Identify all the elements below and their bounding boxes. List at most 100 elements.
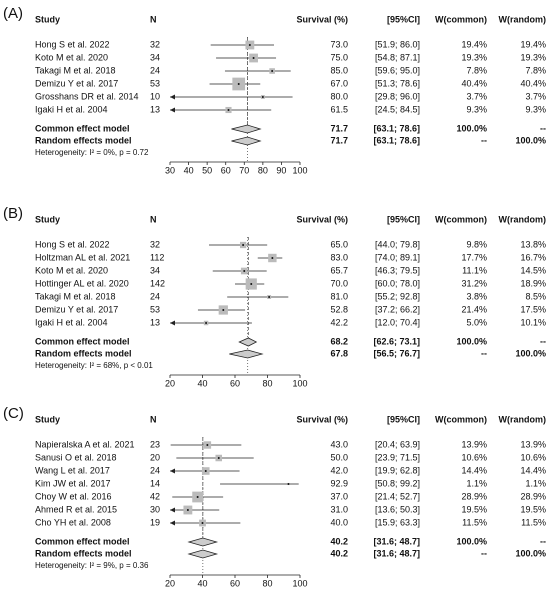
survival: 70.0 <box>330 278 348 288</box>
survival: 65.7 <box>330 265 348 275</box>
estimate-point <box>206 444 209 446</box>
pooled-w-common: -- <box>481 548 487 558</box>
study-n: 32 <box>150 239 160 249</box>
w-random: 3.7% <box>525 91 546 101</box>
estimate-point <box>237 83 240 85</box>
pooled-diamond <box>231 136 262 146</box>
survival: 65.0 <box>330 239 348 249</box>
study-n: 34 <box>150 265 160 275</box>
pooled-w-random: -- <box>540 336 546 346</box>
w-common: 3.7% <box>466 91 487 101</box>
w-random: 13.9% <box>520 439 546 449</box>
x-tick-label: 60 <box>230 378 240 388</box>
study-name: Ahmed R et al. 2015 <box>35 504 117 514</box>
ci: [60.0; 78.0] <box>375 278 420 288</box>
column-header: [95%CI] <box>387 214 420 224</box>
ci: [37.2; 66.2] <box>375 304 420 314</box>
study-name: Koto M et al. 2020 <box>35 52 108 62</box>
pooled-label: Random effects model <box>35 348 132 358</box>
pooled-ci: [56.5; 76.7] <box>373 348 420 358</box>
column-header: Survival (%) <box>296 214 348 224</box>
x-tick-label: 80 <box>262 578 272 588</box>
study-n: 20 <box>150 452 160 462</box>
estimate-point <box>217 457 220 459</box>
w-common: 10.6% <box>461 452 487 462</box>
ci: [29.8; 96.0] <box>375 91 420 101</box>
pooled-survival: 40.2 <box>330 548 348 558</box>
w-common: 11.5% <box>462 517 487 527</box>
estimate-point <box>205 322 208 324</box>
pooled-survival: 71.7 <box>330 135 348 145</box>
estimate-point <box>268 296 271 298</box>
survival: 42.2 <box>330 317 348 327</box>
pooled-ci: [63.1; 78.6] <box>373 135 420 145</box>
w-random: 19.3% <box>520 52 546 62</box>
column-header: W(random) <box>499 14 547 24</box>
w-common: 31.2% <box>461 278 487 288</box>
column-header: W(common) <box>435 14 487 24</box>
column-header: Study <box>35 414 60 424</box>
pooled-survival: 67.8 <box>330 348 348 358</box>
study-n: 23 <box>150 439 160 449</box>
ci-arrow <box>170 520 175 526</box>
survival: 43.0 <box>330 439 348 449</box>
estimate-point <box>271 70 274 72</box>
ci-arrow <box>170 320 175 326</box>
pooled-label: Random effects model <box>35 135 132 145</box>
heterogeneity: Heterogeneity: I² = 68%, p < 0.01 <box>35 361 153 370</box>
study-n: 112 <box>150 252 164 262</box>
survival: 81.0 <box>330 291 348 301</box>
study-name: Cho YH et al. 2008 <box>35 517 111 527</box>
study-n: 13 <box>150 104 160 114</box>
column-header: Study <box>35 14 60 24</box>
estimate-point <box>252 57 255 59</box>
estimate-point <box>204 470 207 472</box>
survival: 80.0 <box>330 91 348 101</box>
column-header: [95%CI] <box>387 14 420 24</box>
x-tick-label: 100 <box>292 165 307 175</box>
survival: 67.0 <box>330 78 348 88</box>
estimate-point <box>196 496 199 498</box>
ci-arrow <box>170 94 175 100</box>
column-header: Study <box>35 214 60 224</box>
survival: 75.0 <box>330 52 348 62</box>
survival: 50.0 <box>330 452 348 462</box>
pooled-diamond <box>238 337 258 347</box>
x-tick-label: 30 <box>165 165 175 175</box>
study-name: Napieralska A et al. 2021 <box>35 439 135 449</box>
column-header: W(random) <box>499 414 547 424</box>
study-n: 10 <box>150 91 160 101</box>
w-random: 17.5% <box>520 304 546 314</box>
w-common: 14.4% <box>461 465 487 475</box>
study-n: 34 <box>150 52 160 62</box>
w-common: 7.8% <box>466 65 487 75</box>
panel-label: (A) <box>3 5 23 22</box>
study-name: Wang L et al. 2017 <box>35 465 110 475</box>
pooled-w-common: 100.0% <box>456 536 487 546</box>
ci: [59.6; 95.0] <box>375 65 420 75</box>
pooled-w-common: -- <box>481 348 487 358</box>
pooled-ci: [31.6; 48.7] <box>373 536 420 546</box>
pooled-w-common: 100.0% <box>456 336 487 346</box>
study-name: Sanusi O et al. 2018 <box>35 452 117 462</box>
panel-label: (C) <box>3 405 24 422</box>
w-random: 1.1% <box>525 478 546 488</box>
estimate-point <box>201 522 204 524</box>
pooled-label: Common effect model <box>35 536 130 546</box>
estimate-point <box>250 283 253 285</box>
estimate-point <box>243 270 246 272</box>
column-header: N <box>150 14 157 24</box>
study-n: 24 <box>150 65 160 75</box>
estimate-point <box>242 244 245 246</box>
study-n: 13 <box>150 317 160 327</box>
estimate-point <box>287 483 290 485</box>
survival: 73.0 <box>330 39 348 49</box>
ci: [54.8; 87.1] <box>375 52 420 62</box>
x-tick-label: 80 <box>262 378 272 388</box>
pooled-survival: 71.7 <box>330 123 348 133</box>
w-random: 13.8% <box>520 239 546 249</box>
survival: 37.0 <box>330 491 348 501</box>
study-n: 19 <box>150 517 160 527</box>
study-name: Holtzman AL et al. 2021 <box>35 252 130 262</box>
study-name: Demizu Y et al. 2017 <box>35 78 118 88</box>
